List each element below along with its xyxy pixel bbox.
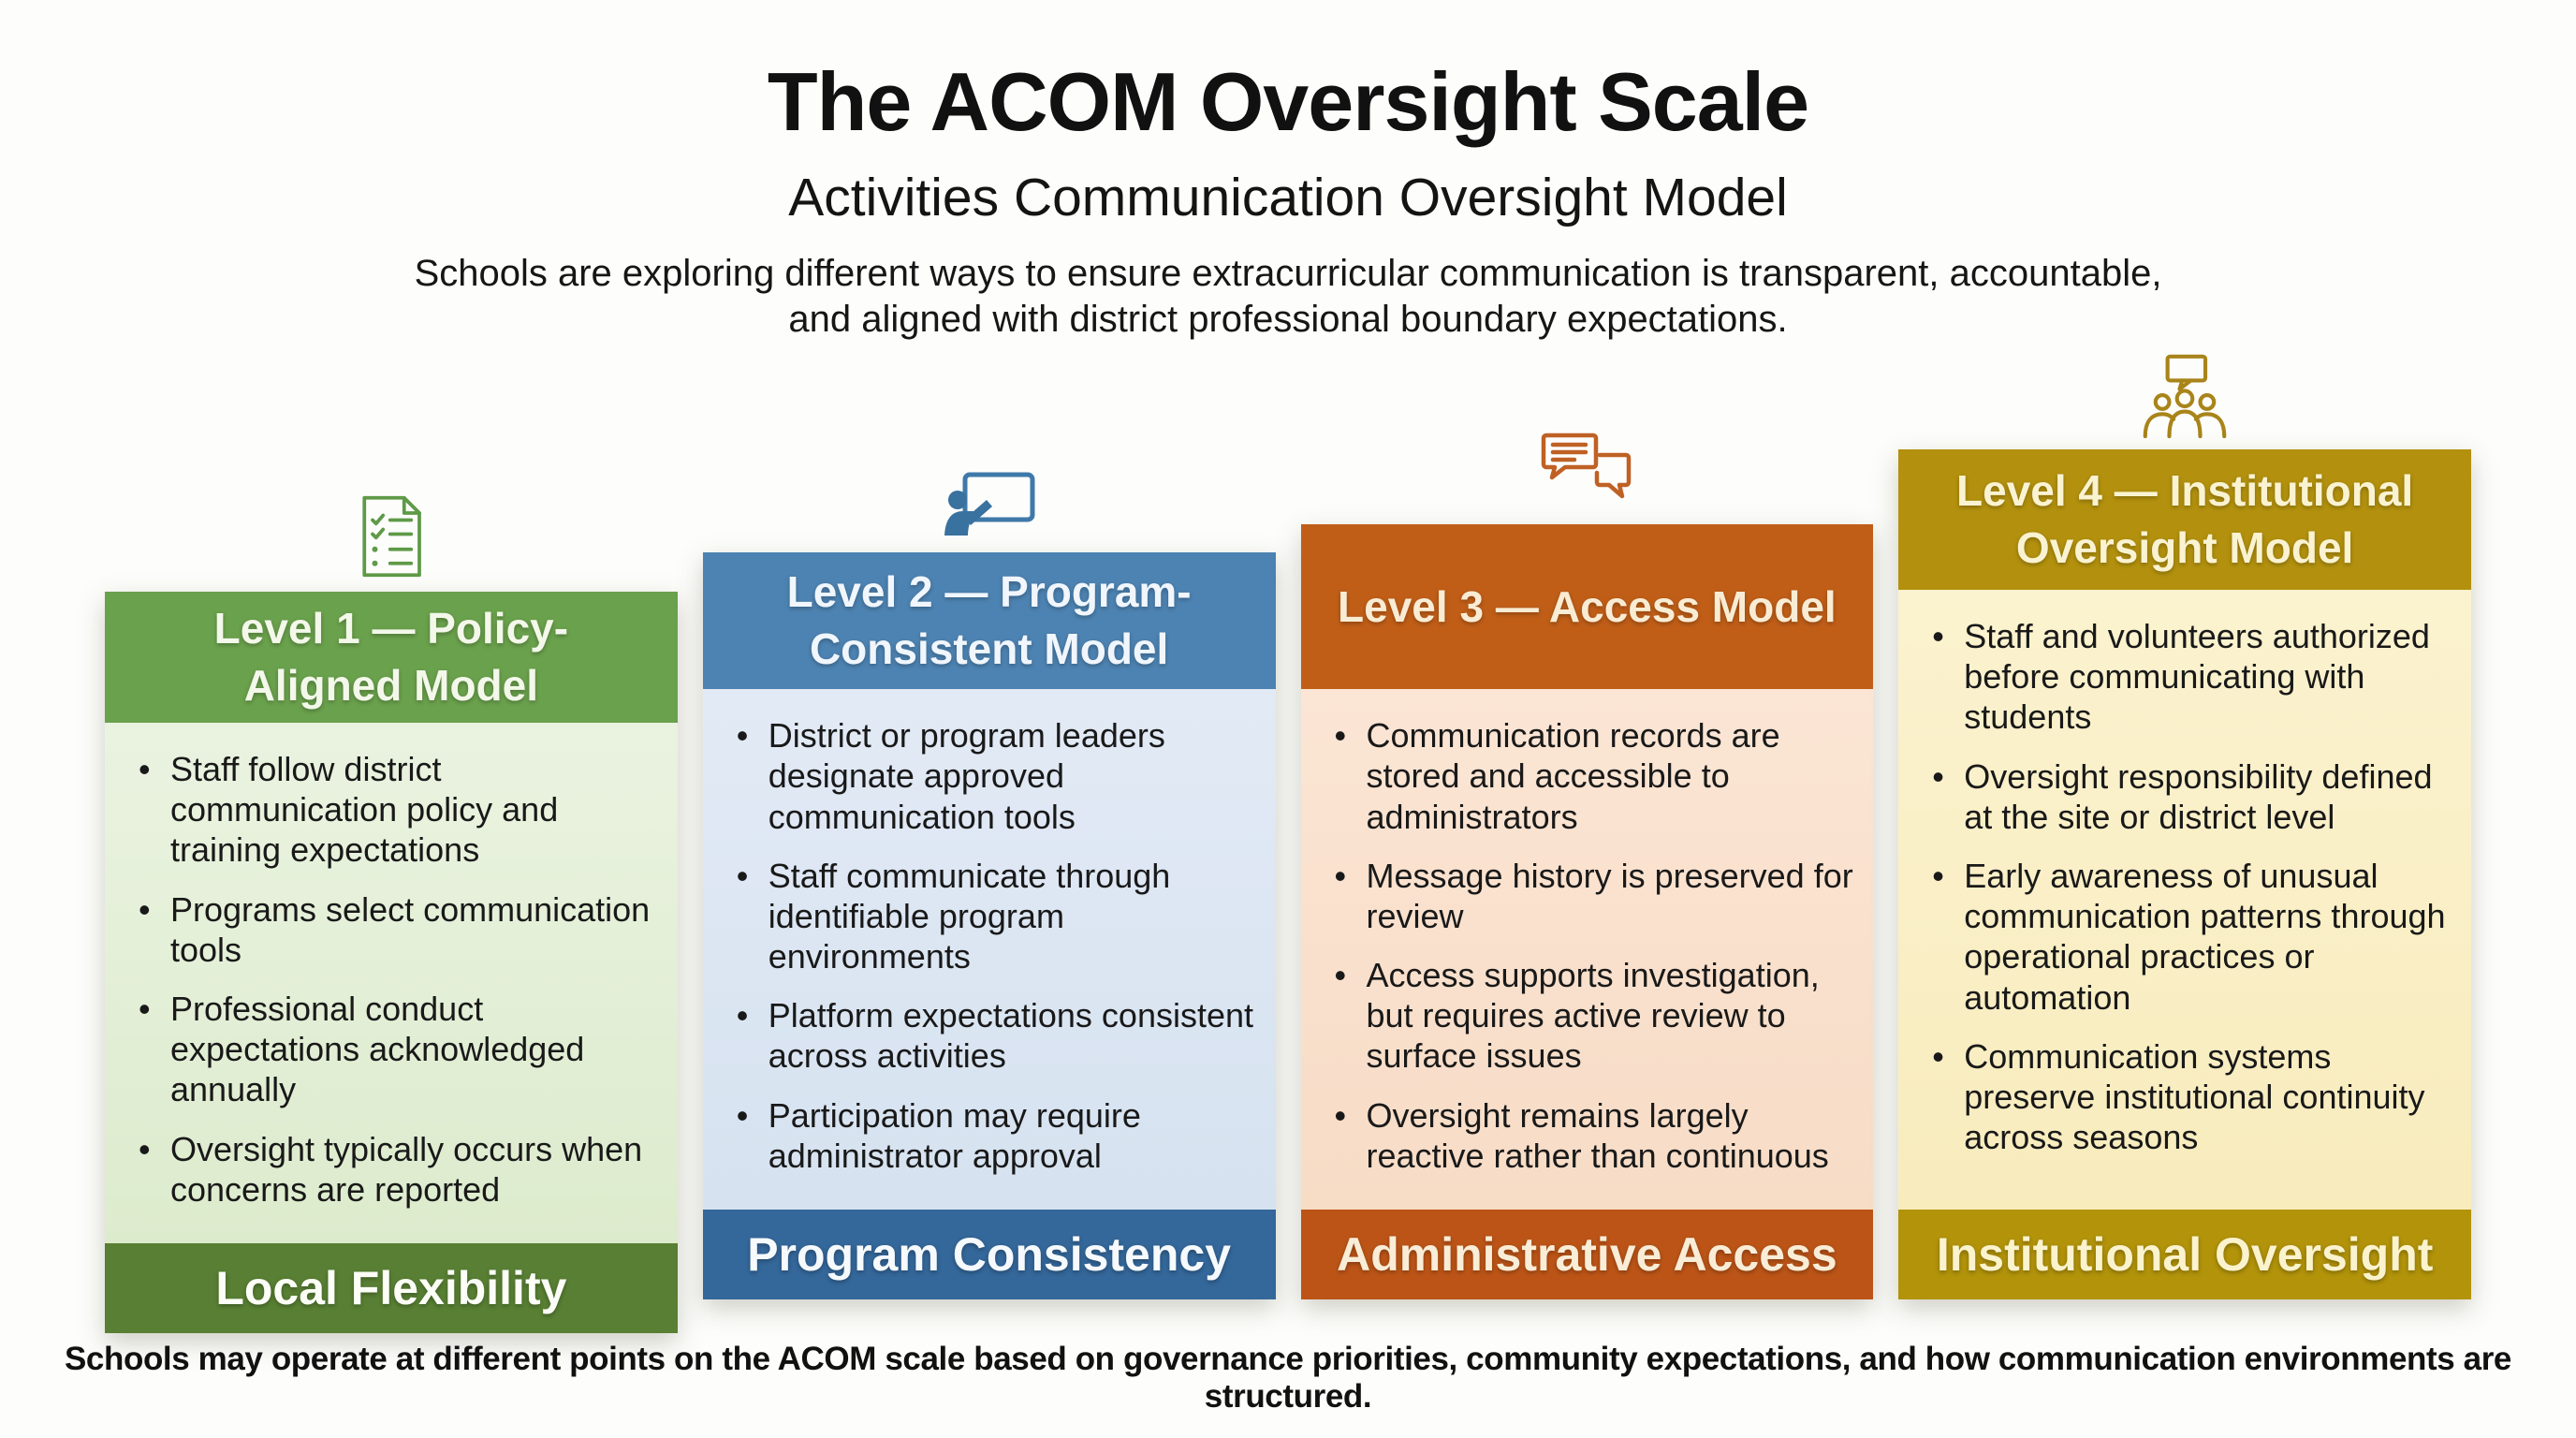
level-1-panel: Level 1 — Policy- Aligned Model Staff fo… <box>105 592 678 1333</box>
level-3-header: Level 3 — Access Model <box>1300 524 1874 690</box>
bullet-item: Staff and volunteers authorized before c… <box>1925 616 2458 738</box>
level-1-icon-slot <box>105 494 678 592</box>
level-4-bullet-list: Staff and volunteers authorized before c… <box>1925 616 2458 1157</box>
column-level-2: Level 2 — Program- Consistent Model Dist… <box>702 470 1276 1299</box>
levels-row: Level 1 — Policy- Aligned Model Staff fo… <box>105 339 2471 1333</box>
level-1-footer-badge: Local Flexibility <box>105 1242 678 1333</box>
level-3-footer-badge: Administrative Access <box>1300 1210 1874 1299</box>
bullet-item: Professional conduct expectations acknow… <box>131 989 665 1110</box>
level-4-panel: Level 4 — Institutional Oversight Model … <box>1898 449 2471 1299</box>
bullet-item: Early awareness of unusual communication… <box>1925 856 2458 1018</box>
bullet-item: Communication systems preserve instituti… <box>1925 1036 2458 1158</box>
bullet-item: Oversight typically occurs when concerns… <box>131 1129 665 1210</box>
level-4-title-line-1: Level 4 — Institutional <box>1956 466 2414 516</box>
level-1-title-line-1: Level 1 — Policy- <box>213 604 569 653</box>
column-level-1: Level 1 — Policy- Aligned Model Staff fo… <box>105 494 678 1333</box>
bullet-item: Oversight responsibility defined at the … <box>1925 756 2458 837</box>
level-1-body: Staff follow district communication poli… <box>105 723 678 1243</box>
level-4-header: Level 4 — Institutional Oversight Model <box>1898 449 2471 590</box>
level-2-panel: Level 2 — Program- Consistent Model Dist… <box>702 552 1276 1299</box>
bullet-item: Communication records are stored and acc… <box>1327 715 1861 837</box>
bullet-item: Staff communicate through identifiable p… <box>729 856 1263 977</box>
level-2-title-line-2: Consistent Model <box>809 624 1169 674</box>
page-intro: Schools are exploring different ways to … <box>0 251 2576 343</box>
level-3-bullet-list: Communication records are stored and acc… <box>1327 715 1861 1176</box>
level-3-body: Communication records are stored and acc… <box>1300 689 1874 1210</box>
level-1-title-line-2: Aligned Model <box>243 661 539 710</box>
intro-line-1: Schools are exploring different ways to … <box>414 253 2162 294</box>
page-subtitle: Activities Communication Oversight Model <box>788 168 1788 227</box>
chat-bubbles-icon <box>1542 433 1632 499</box>
bullet-item: Oversight remains largely reactive rathe… <box>1327 1095 1861 1176</box>
level-2-footer-badge: Program Consistency <box>702 1210 1276 1299</box>
level-4-footer-badge: Institutional Oversight <box>1898 1210 2471 1299</box>
level-3-icon-slot <box>1301 414 1874 524</box>
bullet-item: District or program leaders designate ap… <box>729 715 1263 837</box>
bullet-item: Participation may require administrator … <box>729 1095 1263 1176</box>
presentation-board-icon <box>944 472 1035 536</box>
bullet-item: Staff follow district communication poli… <box>131 749 665 871</box>
level-2-body: District or program leaders designate ap… <box>702 689 1276 1210</box>
column-level-4: Level 4 — Institutional Oversight Model … <box>1898 341 2471 1299</box>
page-title: The ACOM Oversight Scale <box>767 55 1809 148</box>
level-1-bullet-list: Staff follow district communication poli… <box>131 749 665 1210</box>
footnote: Schools may operate at different points … <box>64 1341 2512 1415</box>
level-2-header: Level 2 — Program- Consistent Model <box>702 552 1276 690</box>
checklist-document-icon <box>362 495 421 578</box>
level-3-title-line-1: Level 3 — Access Model <box>1338 581 1837 631</box>
column-level-3: Level 3 — Access Model Communication rec… <box>1300 414 1874 1299</box>
level-4-title-line-2: Oversight Model <box>2015 523 2354 572</box>
level-4-body: Staff and volunteers authorized before c… <box>1898 590 2471 1210</box>
bullet-item: Platform expectations consistent across … <box>729 995 1263 1076</box>
bullet-item: Access supports investigation, but requi… <box>1327 955 1861 1077</box>
intro-line-2: and aligned with district professional b… <box>788 298 1788 340</box>
bullet-item: Message history is preserved for review <box>1327 856 1861 936</box>
level-2-title-line-1: Level 2 — Program- <box>786 567 1192 617</box>
level-3-panel: Level 3 — Access Model Communication rec… <box>1300 524 1874 1299</box>
level-2-bullet-list: District or program leaders designate ap… <box>729 715 1263 1176</box>
level-2-icon-slot <box>703 470 1276 552</box>
bullet-item: Programs select communication tools <box>131 889 665 970</box>
level-4-icon-slot <box>1898 341 2471 449</box>
audience-speech-bubble-icon <box>2143 354 2227 438</box>
level-1-header: Level 1 — Policy- Aligned Model <box>105 592 678 723</box>
